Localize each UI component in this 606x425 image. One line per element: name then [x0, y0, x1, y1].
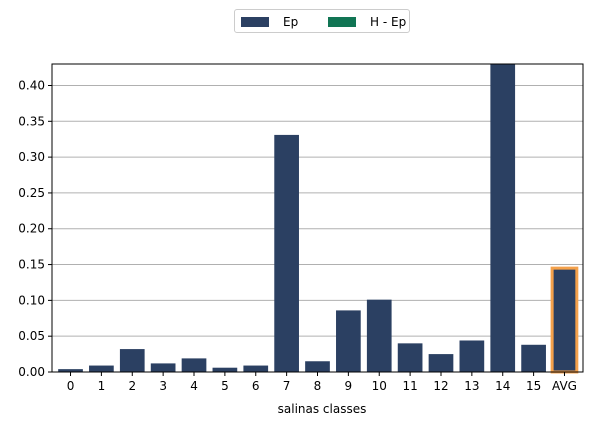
x-tick-label: 6: [252, 379, 260, 393]
legend-label-h-ep: H - Ep: [370, 15, 407, 29]
x-tick-label: 12: [433, 379, 448, 393]
x-tick-label: 4: [190, 379, 198, 393]
x-tick-label: 5: [221, 379, 229, 393]
plot-frame: [51, 63, 584, 373]
bar-ep-3: [150, 363, 176, 372]
x-tick-label: 11: [402, 379, 417, 393]
legend-item-ep: Ep: [241, 14, 298, 30]
x-tick-label: 8: [314, 379, 322, 393]
bar-ep-7: [274, 134, 299, 372]
bar-ep-0: [58, 369, 83, 372]
legend: Ep H - Ep: [234, 9, 410, 33]
x-tick-label: 0: [67, 379, 75, 393]
bar-ep-15: [521, 344, 546, 372]
x-tick-label: 3: [159, 379, 167, 393]
y-tick-label: 0.05: [18, 329, 45, 343]
bar-ep-5: [212, 367, 238, 372]
axes: [48, 63, 584, 376]
bar-ep-1: [89, 365, 114, 372]
x-tick-label: 2: [128, 379, 136, 393]
bar-ep-8: [305, 361, 330, 372]
bars: [58, 64, 579, 374]
legend-swatch-ep: [241, 17, 269, 27]
x-tick-label: 7: [283, 379, 291, 393]
bar-ep-2: [119, 349, 145, 372]
bar-ep-6: [243, 365, 269, 372]
x-tick-label: 13: [464, 379, 479, 393]
y-tick-label: 0.20: [18, 222, 45, 236]
y-tick-label: 0.10: [18, 293, 45, 307]
bar-ep-4: [181, 358, 207, 372]
y-tick-label: 0.00: [18, 365, 45, 379]
y-tick-label: 0.40: [18, 78, 45, 92]
bar-ep-AVG: [550, 266, 579, 374]
bar-ep-9: [336, 310, 361, 372]
x-tick-labels: 0 1 2 3 4 5 6 7 8 9 10 11 12 13 14 15 AVG: [67, 379, 577, 393]
legend-item-h-ep: H - Ep: [328, 14, 406, 30]
x-axis-label: salinas classes: [278, 402, 367, 416]
x-tick-label: 10: [372, 379, 387, 393]
y-tick-labels: 0.00 0.05 0.10 0.15 0.20 0.25 0.30 0.35 0.40: [18, 78, 45, 379]
x-tick-label: 9: [345, 379, 353, 393]
x-tick-label: AVG: [552, 379, 577, 393]
bar-ep-12: [428, 354, 454, 372]
y-tick-label: 0.35: [18, 114, 45, 128]
y-tick-label: 0.25: [18, 186, 45, 200]
bar-ep-13: [459, 340, 485, 372]
x-tick-label: 15: [526, 379, 541, 393]
y-tick-label: 0.15: [18, 258, 45, 272]
y-tick-label: 0.30: [18, 150, 45, 164]
bar-ep-10: [366, 299, 392, 372]
legend-swatch-h-ep: [328, 17, 356, 27]
bar-ep-14: [490, 64, 516, 372]
x-tick-label: 14: [495, 379, 510, 393]
x-tick-label: 1: [98, 379, 106, 393]
bar-ep-11: [397, 343, 423, 372]
legend-label-ep: Ep: [283, 15, 299, 29]
